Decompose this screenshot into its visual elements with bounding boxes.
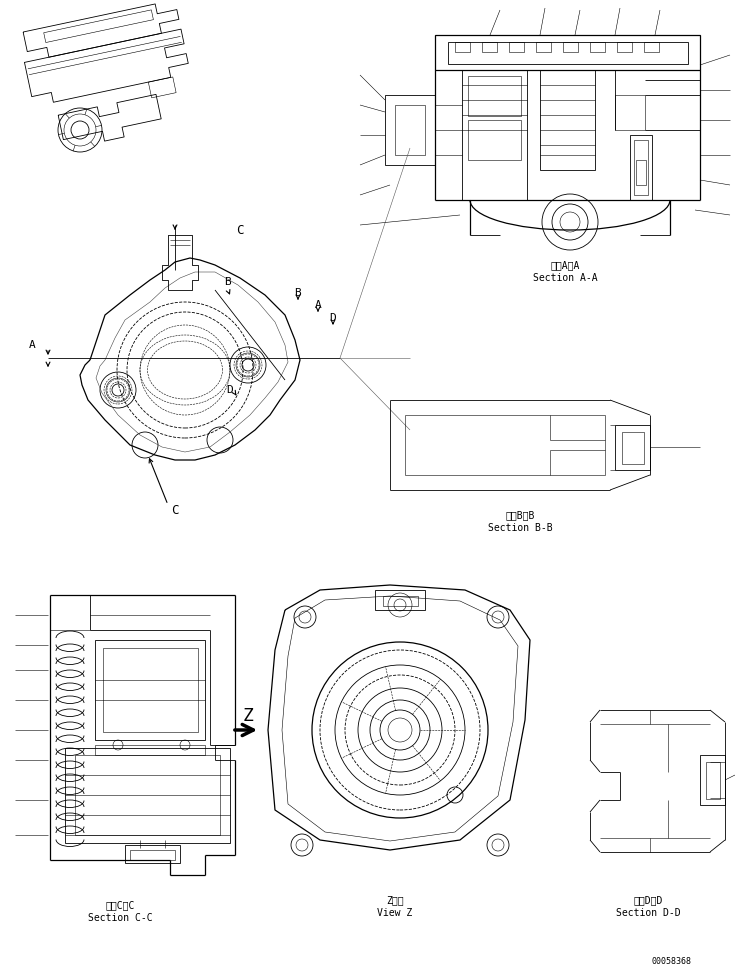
Text: D: D bbox=[329, 313, 337, 323]
Bar bbox=[130, 850, 175, 860]
Text: B: B bbox=[225, 277, 232, 287]
Bar bbox=[700, 755, 725, 805]
Bar bbox=[95, 745, 205, 755]
Bar bbox=[383, 596, 418, 606]
Bar bbox=[615, 425, 650, 470]
Bar bbox=[536, 42, 551, 52]
Bar bbox=[644, 42, 659, 52]
Text: 断面C－C: 断面C－C bbox=[105, 900, 135, 910]
Text: Z　視: Z 視 bbox=[386, 895, 404, 905]
Text: B: B bbox=[295, 288, 301, 298]
Bar bbox=[706, 762, 720, 799]
Bar bbox=[395, 105, 425, 155]
Bar bbox=[630, 135, 652, 200]
Text: Z: Z bbox=[243, 707, 254, 725]
Text: D: D bbox=[226, 385, 234, 395]
Bar bbox=[125, 845, 180, 863]
Bar bbox=[95, 640, 205, 740]
Bar bbox=[462, 70, 527, 200]
Text: 断面B－B: 断面B－B bbox=[505, 510, 534, 520]
Bar bbox=[509, 42, 524, 52]
Text: Section B-B: Section B-B bbox=[488, 523, 552, 533]
Bar bbox=[75, 755, 220, 835]
Bar bbox=[468, 76, 521, 116]
Bar bbox=[468, 120, 521, 160]
Text: A: A bbox=[29, 340, 35, 350]
Text: Section A-A: Section A-A bbox=[533, 273, 598, 283]
Text: 断面A－A: 断面A－A bbox=[551, 260, 580, 270]
Text: C: C bbox=[236, 223, 244, 237]
Bar bbox=[482, 42, 497, 52]
Bar bbox=[65, 748, 230, 843]
Bar bbox=[375, 590, 425, 610]
Bar bbox=[103, 648, 198, 732]
Text: C: C bbox=[171, 503, 179, 517]
Bar bbox=[590, 42, 605, 52]
Bar bbox=[455, 42, 470, 52]
Text: Section C-C: Section C-C bbox=[87, 913, 152, 923]
Bar bbox=[634, 140, 648, 195]
Bar bbox=[448, 42, 688, 64]
Text: 断面D－D: 断面D－D bbox=[634, 895, 663, 905]
Bar bbox=[385, 95, 435, 165]
Text: View Z: View Z bbox=[377, 908, 412, 918]
Text: 00058368: 00058368 bbox=[652, 957, 692, 966]
Bar bbox=[435, 35, 700, 70]
Bar bbox=[540, 70, 595, 170]
Text: Section D-D: Section D-D bbox=[616, 908, 681, 918]
Bar bbox=[615, 95, 645, 130]
Bar bbox=[636, 160, 646, 185]
Bar bbox=[622, 432, 644, 464]
Bar bbox=[563, 42, 578, 52]
Bar bbox=[617, 42, 632, 52]
Text: A: A bbox=[315, 300, 321, 310]
